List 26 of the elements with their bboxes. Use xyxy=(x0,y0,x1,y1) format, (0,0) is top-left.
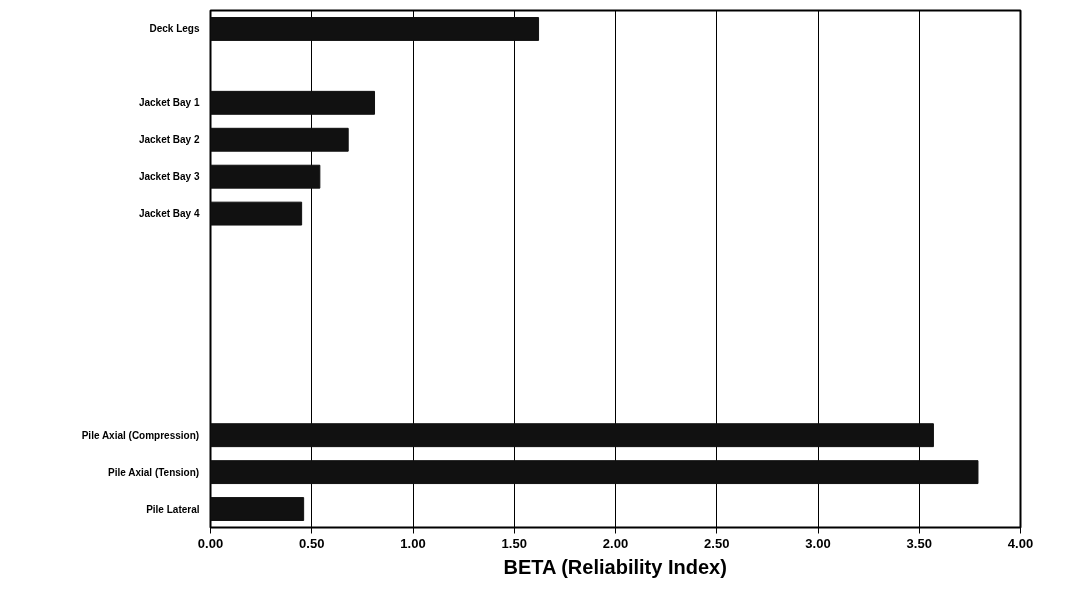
x-tick-label: 1.50 xyxy=(501,535,527,551)
bar xyxy=(210,90,376,115)
x-tick-label: 0.50 xyxy=(299,535,325,551)
y-tick-label: Pile Axial (Tension) xyxy=(108,466,200,478)
y-tick-label: Jacket Bay 3 xyxy=(138,171,200,183)
y-tick-label: Jacket Bay 2 xyxy=(138,134,200,146)
bar xyxy=(210,201,303,226)
x-tick-label: 0.00 xyxy=(197,535,224,551)
bar xyxy=(210,127,349,152)
bar xyxy=(210,17,540,41)
x-tick-label: 1.00 xyxy=(400,535,426,551)
y-tick-label: Deck Legs xyxy=(149,23,200,35)
x-tick-label: 4.00 xyxy=(1007,535,1034,551)
x-tick-label: 2.00 xyxy=(602,535,629,551)
y-tick-label: Pile Lateral xyxy=(146,503,200,515)
bar xyxy=(210,497,305,521)
x-tick-label: 3.00 xyxy=(805,535,831,551)
y-tick-label: Pile Axial (Compression) xyxy=(81,429,200,441)
y-tick-label: Jacket Bay 4 xyxy=(138,208,200,220)
x-tick-label: 3.50 xyxy=(906,535,932,551)
bar xyxy=(210,423,934,448)
bar xyxy=(210,460,979,485)
x-axis-title: BETA (Reliability Index) xyxy=(503,555,727,578)
x-tick-label: 2.50 xyxy=(704,535,730,551)
bar xyxy=(210,164,321,189)
y-tick-label: Jacket Bay 1 xyxy=(138,97,200,109)
